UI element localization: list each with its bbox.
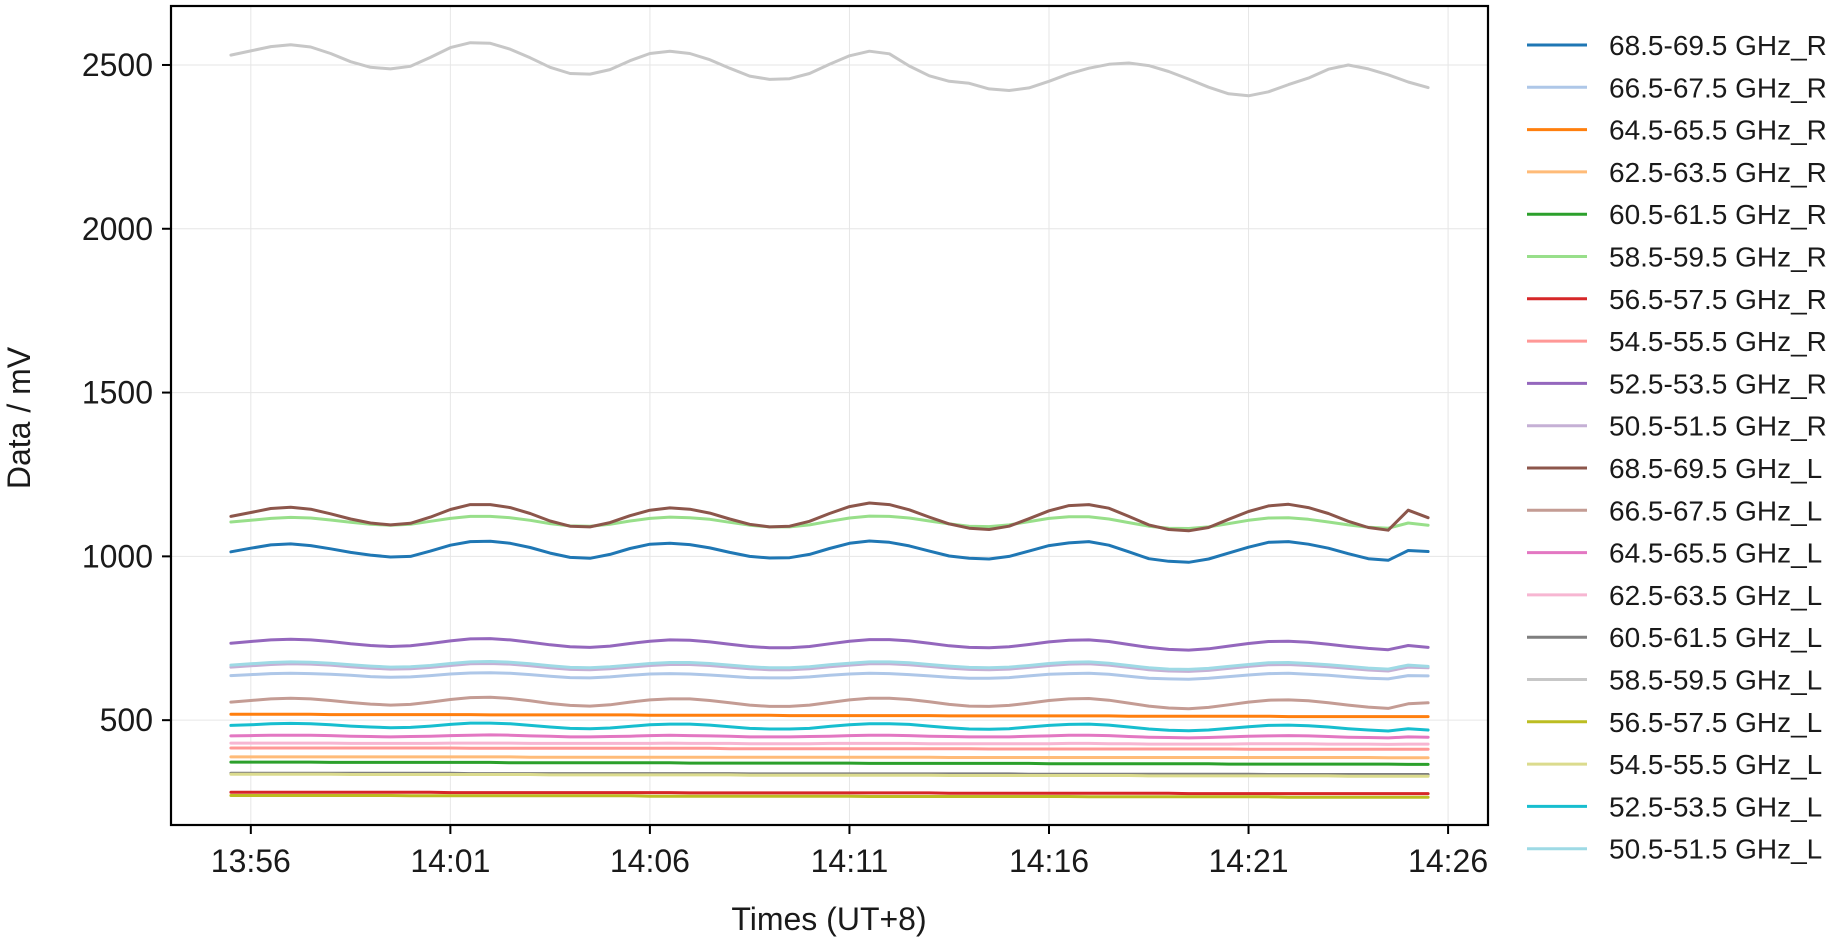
series-line <box>229 671 1430 681</box>
legend-label: 66.5-67.5 GHz_R <box>1609 72 1827 103</box>
y-axis: 500 1000 1500 2000 2500 <box>82 47 171 738</box>
legend-label: 50.5-51.5 GHz_R <box>1609 411 1827 442</box>
series-line <box>229 501 1430 533</box>
y-tick-label: 2500 <box>82 47 153 83</box>
legend-entry: 50.5-51.5 GHz_R <box>1527 411 1827 442</box>
legend-entry: 68.5-69.5 GHz_R <box>1527 30 1827 61</box>
series-line <box>229 712 1430 719</box>
legend-entry: 54.5-55.5 GHz_L <box>1527 749 1822 780</box>
legend-entry: 66.5-67.5 GHz_R <box>1527 72 1827 103</box>
grid-lines <box>171 6 1488 825</box>
y-tick-label: 500 <box>100 702 153 738</box>
series-line <box>229 741 1430 746</box>
legend-label: 52.5-53.5 GHz_L <box>1609 791 1822 822</box>
legend-entry: 64.5-65.5 GHz_L <box>1527 538 1822 569</box>
legend-entry: 58.5-59.5 GHz_R <box>1527 242 1827 273</box>
legend-label: 58.5-59.5 GHz_R <box>1609 242 1827 273</box>
legend-label: 64.5-65.5 GHz_R <box>1609 115 1827 146</box>
legend-entry: 52.5-53.5 GHz_R <box>1527 368 1827 399</box>
y-axis-label: Data / mV <box>1 346 37 489</box>
legend-entry: 66.5-67.5 GHz_L <box>1527 495 1822 526</box>
y-tick-label: 2000 <box>82 211 153 247</box>
x-tick-label: 13:56 <box>211 843 291 879</box>
legend-label: 66.5-67.5 GHz_L <box>1609 495 1822 526</box>
x-tick-label: 14:16 <box>1009 843 1089 879</box>
series-line <box>229 41 1430 98</box>
y-tick-label: 1000 <box>82 538 153 574</box>
series-line <box>229 733 1430 740</box>
x-tick-label: 14:11 <box>811 843 889 879</box>
series-line <box>229 760 1430 766</box>
legend-label: 68.5-69.5 GHz_L <box>1609 453 1822 484</box>
x-axis-label: Times (UT+8) <box>731 901 926 937</box>
series-line <box>229 746 1430 751</box>
legend-entry: 56.5-57.5 GHz_L <box>1527 707 1822 738</box>
legend-entry: 62.5-63.5 GHz_R <box>1527 157 1827 188</box>
legend-label: 50.5-51.5 GHz_L <box>1609 834 1822 865</box>
x-tick-label: 14:01 <box>410 843 490 879</box>
series-line <box>229 794 1430 799</box>
legend-entry: 60.5-61.5 GHz_R <box>1527 199 1827 230</box>
series-line <box>229 660 1430 671</box>
y-tick-label: 1500 <box>82 375 153 411</box>
legend-label: 56.5-57.5 GHz_R <box>1609 284 1827 315</box>
legend-label: 62.5-63.5 GHz_R <box>1609 157 1827 188</box>
legend-entry: 54.5-55.5 GHz_R <box>1527 326 1827 357</box>
legend-label: 56.5-57.5 GHz_L <box>1609 707 1822 738</box>
series-lines <box>229 41 1430 799</box>
series-line <box>229 721 1430 733</box>
x-tick-label: 14:06 <box>610 843 690 879</box>
legend-label: 62.5-63.5 GHz_L <box>1609 580 1822 611</box>
legend-label: 68.5-69.5 GHz_R <box>1609 30 1827 61</box>
series-line <box>229 772 1430 778</box>
legend-entry: 64.5-65.5 GHz_R <box>1527 115 1827 146</box>
x-axis: 13:56 14:01 14:06 14:11 14:16 14:21 14:26 <box>211 825 1488 879</box>
legend-entry: 62.5-63.5 GHz_L <box>1527 580 1822 611</box>
plot-frame <box>169 4 1490 827</box>
legend-label: 60.5-61.5 GHz_R <box>1609 199 1827 230</box>
legend-entry: 50.5-51.5 GHz_L <box>1527 834 1822 865</box>
series-line <box>229 695 1430 711</box>
legend-entry: 68.5-69.5 GHz_L <box>1527 453 1822 484</box>
series-line <box>229 790 1430 796</box>
legend-label: 54.5-55.5 GHz_L <box>1609 749 1822 780</box>
legend-label: 60.5-61.5 GHz_L <box>1609 622 1822 653</box>
series-line <box>229 662 1430 673</box>
series-line <box>229 539 1430 564</box>
legend-entry: 56.5-57.5 GHz_R <box>1527 284 1827 315</box>
legend-label: 54.5-55.5 GHz_R <box>1609 326 1827 357</box>
legend-entry: 52.5-53.5 GHz_L <box>1527 791 1822 822</box>
legend-entry: 60.5-61.5 GHz_L <box>1527 622 1822 653</box>
legend-label: 52.5-53.5 GHz_R <box>1609 368 1827 399</box>
x-tick-label: 14:21 <box>1209 843 1289 879</box>
series-line <box>229 755 1430 760</box>
legend-entry: 58.5-59.5 GHz_L <box>1527 665 1822 696</box>
legend-label: 58.5-59.5 GHz_L <box>1609 665 1822 696</box>
legend: 68.5-69.5 GHz_R 66.5-67.5 GHz_R 64.5-65.5 … <box>1527 30 1827 865</box>
series-line <box>229 637 1430 652</box>
legend-label: 64.5-65.5 GHz_L <box>1609 538 1822 569</box>
x-tick-label: 14:26 <box>1408 843 1488 879</box>
series-line <box>229 514 1430 530</box>
